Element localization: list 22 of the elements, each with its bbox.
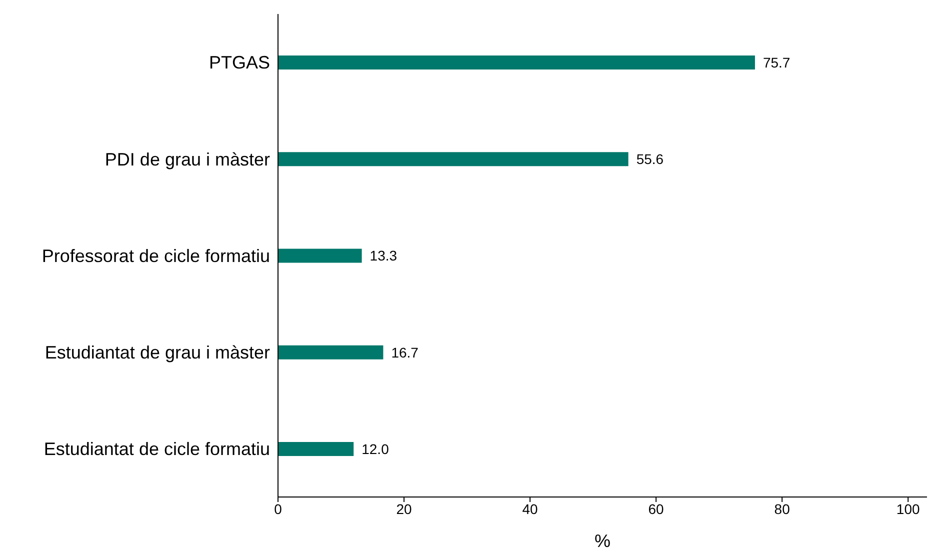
x-axis-title: % [594,531,611,551]
data-label: 12.0 [362,440,390,457]
y-tick-label: Estudiantat de grau i màster [44,342,270,362]
y-tick-label: Professorat de cicle formatiu [42,246,270,266]
data-label: 13.3 [370,248,398,264]
data-label: 75.7 [762,54,790,71]
bar [278,248,362,263]
y-tick-label: PDI de grau i màster [104,149,270,170]
data-label: 16.7 [391,344,419,360]
x-tick-label: 60 [648,500,664,517]
y-tick-label: PTGAS [208,52,270,73]
bar [278,442,354,456]
bar [278,152,628,166]
x-tick-label: 40 [522,500,538,517]
x-tick-label: 20 [396,500,412,517]
y-tick-label: Estudiantat de cicle formatiu [44,439,270,460]
x-tick-label: 100 [896,500,920,517]
bar [278,56,755,70]
bar [278,345,384,360]
x-tick-label: 0 [274,500,282,517]
x-tick-label: 80 [774,500,790,517]
data-label: 55.6 [636,151,664,168]
